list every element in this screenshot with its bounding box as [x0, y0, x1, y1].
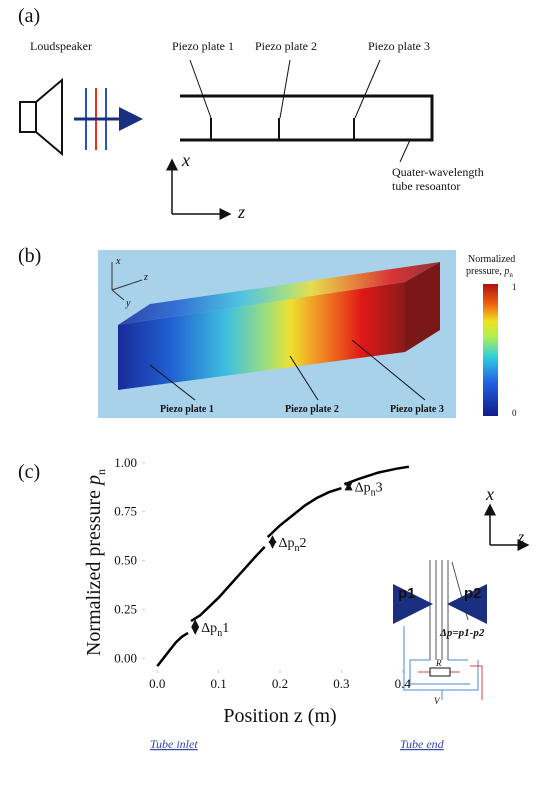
inlet-label: Tube inlet	[150, 737, 198, 751]
x-tick-label: 0.1	[211, 676, 227, 691]
y-tick-label: 1.00	[114, 455, 137, 470]
curve	[156, 465, 410, 667]
box-top	[118, 262, 440, 325]
delta-label: Δp=p1-p2	[439, 627, 485, 639]
tube	[180, 94, 434, 142]
panel-label: (c)	[18, 461, 40, 483]
gap-label-suffix: 1	[222, 621, 229, 636]
panel-label: (b)	[18, 245, 41, 267]
colorbar-title-text: pressure,	[466, 266, 504, 277]
x-tick-label: 0.3	[333, 676, 349, 691]
x-tick-label: 0.4	[395, 676, 412, 691]
gap-label-sub: n	[217, 628, 222, 639]
gap-label: Δpn3	[355, 480, 383, 498]
axis-label: z	[237, 202, 245, 222]
speaker-cone	[35, 77, 63, 157]
leader	[149, 339, 426, 401]
resistor	[429, 667, 451, 677]
gap-label: Δpn1	[201, 621, 229, 639]
x-axis-label: Position z (m)	[223, 705, 336, 727]
speaker-label: Loudspeaker	[30, 39, 92, 53]
y-tick-label: 0.75	[114, 504, 137, 519]
x-tick-label: 0.0	[149, 676, 165, 691]
gap-label-suffix: 2	[300, 536, 307, 551]
plate-label: Piezo plate 2	[285, 404, 339, 415]
colorbar-title: Normalized	[468, 254, 515, 265]
colorbar-max: 1	[512, 282, 517, 292]
symbol: p	[503, 266, 509, 277]
axis-label: x	[181, 150, 190, 170]
end-label: Tube end	[400, 737, 445, 751]
gap-label-sub: n	[295, 543, 300, 554]
axis-label: z	[143, 272, 148, 283]
gap-label: Δpn2	[279, 536, 307, 554]
plate-label: Piezo plate 2	[255, 39, 317, 53]
axis-label: z	[517, 529, 525, 546]
circuit	[403, 626, 479, 700]
plate-label: Piezo plate 1	[172, 39, 234, 53]
plate-structure	[429, 560, 469, 660]
leader	[189, 59, 411, 163]
colorbar	[483, 284, 498, 416]
y-tick-label: 0.50	[114, 553, 137, 568]
plate-label: Piezo plate 1	[160, 404, 214, 415]
y-tick-label: 0.00	[114, 650, 137, 665]
axis-label: y	[125, 298, 131, 309]
box-side	[405, 262, 440, 352]
gap-label-text: Δp	[201, 621, 217, 636]
x-tick-label: 0.2	[272, 676, 288, 691]
colorbar-title: pressure, pn	[466, 266, 513, 279]
box-front	[118, 282, 405, 390]
p2: p2	[464, 585, 482, 602]
subscript: n	[509, 271, 513, 279]
gap-label-text: Δp	[279, 536, 295, 551]
axis-label: x	[115, 256, 121, 267]
plate-label: Piezo plate 3	[390, 404, 444, 415]
voltage-label: V	[434, 696, 441, 706]
axis-label: x	[485, 484, 494, 504]
y-axis-label: Normalized pressure pn	[83, 469, 108, 656]
y-axis-symbol: p	[83, 475, 105, 487]
plate-label: Piezo plate 3	[368, 39, 430, 53]
y-axis-subscript: n	[94, 469, 108, 475]
y-tick-label: 0.25	[114, 601, 137, 616]
tube-label: Quater-wavelength	[392, 165, 484, 179]
panel-b: (b) x z y Piezo plate 1 Piezo plate 2 Pi…	[18, 245, 517, 418]
colorbar-min: 0	[512, 408, 517, 418]
y-axis-label-text: Normalized pressure	[83, 485, 105, 656]
p1: p1	[398, 585, 416, 602]
tube-label: tube resoantor	[392, 179, 460, 193]
gap-label-sub: n	[371, 487, 376, 498]
gap-label-suffix: 3	[376, 480, 383, 495]
panel-label: (a)	[18, 5, 40, 27]
gap-label-text: Δp	[355, 480, 371, 495]
panel-c: (c) Tube inlet Tube end x z p1 p2 Δp=p1-…	[18, 461, 530, 751]
resistor-label: R	[435, 658, 442, 668]
speaker	[19, 101, 37, 133]
triad	[111, 262, 143, 301]
panel-a: (a) Loudspeaker Piezo plate 1 Piezo plat…	[18, 5, 484, 222]
